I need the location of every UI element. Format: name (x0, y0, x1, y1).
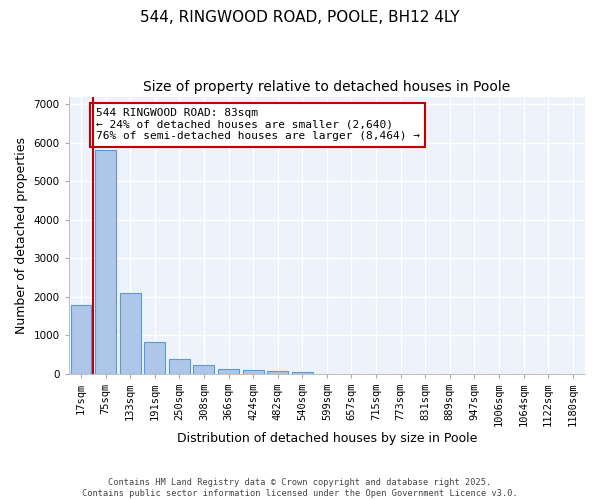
Bar (267, 371, 288, 374)
Bar (145, 342, 165, 374)
Text: 544, RINGWOOD ROAD, POOLE, BH12 4LY: 544, RINGWOOD ROAD, POOLE, BH12 4LY (140, 10, 460, 25)
Y-axis label: Number of detached properties: Number of detached properties (15, 136, 28, 334)
Bar (218, 368, 239, 374)
X-axis label: Distribution of detached houses by size in Poole: Distribution of detached houses by size … (176, 432, 477, 445)
Bar (242, 370, 263, 374)
Text: 544 RINGWOOD ROAD: 83sqm
← 24% of detached houses are smaller (2,640)
76% of sem: 544 RINGWOOD ROAD: 83sqm ← 24% of detach… (96, 108, 420, 142)
Bar (71, 305, 91, 374)
Bar (169, 359, 190, 374)
Bar (193, 365, 214, 374)
Text: Contains HM Land Registry data © Crown copyright and database right 2025.
Contai: Contains HM Land Registry data © Crown c… (82, 478, 518, 498)
Title: Size of property relative to detached houses in Poole: Size of property relative to detached ho… (143, 80, 511, 94)
Bar (292, 372, 313, 374)
Bar (120, 293, 140, 374)
Bar (95, 150, 116, 374)
